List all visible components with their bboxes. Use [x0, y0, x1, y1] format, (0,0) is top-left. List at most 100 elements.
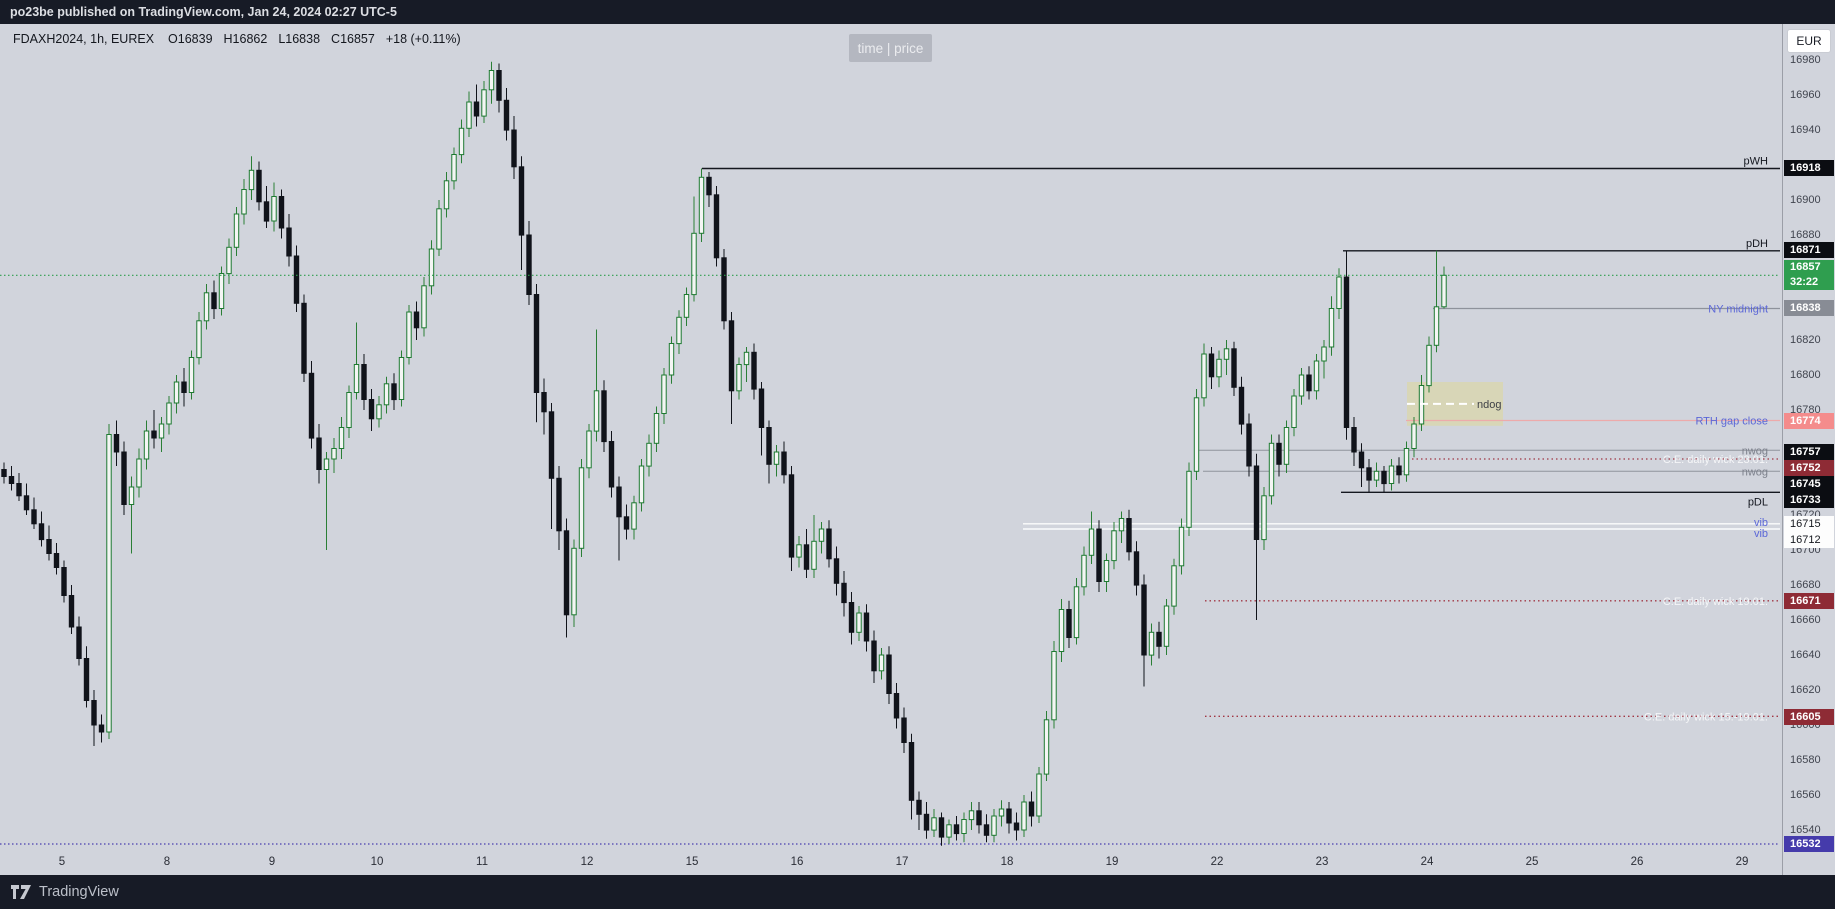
candle	[668, 343, 675, 376]
symbol-title[interactable]: FDAXH2024, 1h, EUREX	[13, 32, 155, 46]
candle	[698, 176, 705, 234]
candle	[811, 540, 817, 570]
candle	[76, 626, 82, 659]
time-label-15: 15	[685, 856, 699, 868]
price-tick-16560: 16560	[1790, 789, 1821, 801]
high-value: H16862	[223, 32, 268, 46]
candle	[908, 742, 915, 801]
candle	[556, 477, 562, 532]
candle	[188, 357, 195, 393]
level-label-ce-daily-wick-23-01: C.E. daily wick 23.01.	[1663, 454, 1768, 466]
time-label-29: 29	[1735, 856, 1749, 868]
candle	[1216, 358, 1222, 378]
level-label-ce-daily-wick-19-01: C.E. daily wick 19.01.	[1663, 596, 1768, 608]
candle	[256, 169, 262, 203]
candle	[1036, 773, 1042, 817]
candle	[308, 372, 315, 439]
candle	[1246, 423, 1252, 467]
candle	[1276, 442, 1282, 465]
candle	[398, 357, 405, 400]
candle	[1253, 465, 1260, 540]
candle	[856, 612, 862, 633]
candle	[38, 523, 45, 541]
candle	[248, 169, 255, 191]
level-label-pdh: pDH	[1746, 238, 1768, 250]
candle	[143, 430, 150, 460]
candle	[241, 189, 247, 215]
candle	[421, 285, 427, 329]
level-label-ny-midnight: NY midnight	[1708, 304, 1768, 316]
time-label-12: 12	[580, 856, 594, 868]
price-badge-16733: 16733	[1784, 492, 1834, 508]
candle	[1126, 518, 1132, 553]
candle	[863, 612, 870, 642]
candle	[968, 810, 975, 821]
time-price-toggle-button[interactable]: time | price	[849, 34, 932, 62]
time-label-17: 17	[895, 856, 909, 868]
tradingview-logo-icon[interactable]	[10, 884, 32, 900]
candle	[136, 458, 142, 488]
candle	[218, 273, 225, 309]
level-label-pdl: pDL	[1748, 496, 1768, 508]
candle	[1186, 470, 1192, 528]
price-tick-16540: 16540	[1790, 824, 1821, 836]
candle	[196, 320, 202, 359]
candle	[541, 392, 547, 413]
price-tick-16660: 16660	[1790, 614, 1821, 626]
candle	[413, 311, 420, 329]
candle	[833, 558, 840, 584]
candle	[1411, 423, 1417, 449]
price-badge-16774: 16774	[1784, 413, 1834, 429]
candle	[1433, 306, 1440, 346]
candle	[293, 255, 300, 304]
candle	[548, 411, 555, 479]
price-axis[interactable]: 16980 16960 16940 16900 16880 16820 16800 16780…	[1782, 24, 1835, 875]
candle	[886, 654, 892, 694]
candle	[781, 451, 787, 476]
candle	[1343, 276, 1350, 428]
footer-brand[interactable]: TradingView	[39, 884, 119, 900]
candle	[353, 364, 360, 393]
candle	[368, 399, 375, 420]
candle	[788, 474, 795, 558]
candle	[1238, 386, 1245, 425]
candle	[1313, 360, 1320, 392]
candle	[961, 819, 967, 834]
candle	[1366, 467, 1372, 481]
candle	[1201, 353, 1207, 399]
time-label-19: 19	[1105, 856, 1119, 868]
candle	[1208, 353, 1215, 378]
candle	[563, 530, 570, 616]
price-tick-16900: 16900	[1790, 194, 1821, 206]
candle	[616, 486, 622, 518]
candle	[128, 486, 135, 505]
symbol-ohlc-legend[interactable]: FDAXH2024, 1h, EUREX O16839 H16862 L1683…	[0, 24, 472, 54]
candle	[923, 813, 930, 831]
candle	[158, 423, 165, 439]
candle	[391, 383, 397, 401]
time-label-11: 11	[476, 856, 488, 868]
change-value: +18 (+0.11%)	[385, 32, 461, 46]
candle	[436, 208, 442, 250]
candle	[728, 320, 735, 392]
time-axis[interactable]: 5 8 9 10 11 12 15 16 17 18 19 22 23 24 25 26 29	[0, 852, 1782, 875]
candle	[1321, 346, 1327, 362]
candle	[1373, 470, 1380, 481]
candle	[526, 234, 532, 295]
candle	[1291, 395, 1297, 428]
currency-button[interactable]: EUR	[1787, 29, 1831, 53]
candle	[803, 544, 810, 570]
price-tick-16800: 16800	[1790, 369, 1821, 381]
candle	[533, 294, 540, 393]
candle	[1156, 631, 1162, 647]
candle	[931, 817, 937, 831]
candle	[1403, 448, 1410, 476]
candle	[1013, 822, 1020, 831]
candle	[623, 516, 630, 530]
candle	[586, 430, 592, 469]
candle	[578, 467, 585, 549]
candle	[1388, 465, 1395, 484]
candle	[173, 381, 180, 404]
candle	[758, 388, 765, 428]
